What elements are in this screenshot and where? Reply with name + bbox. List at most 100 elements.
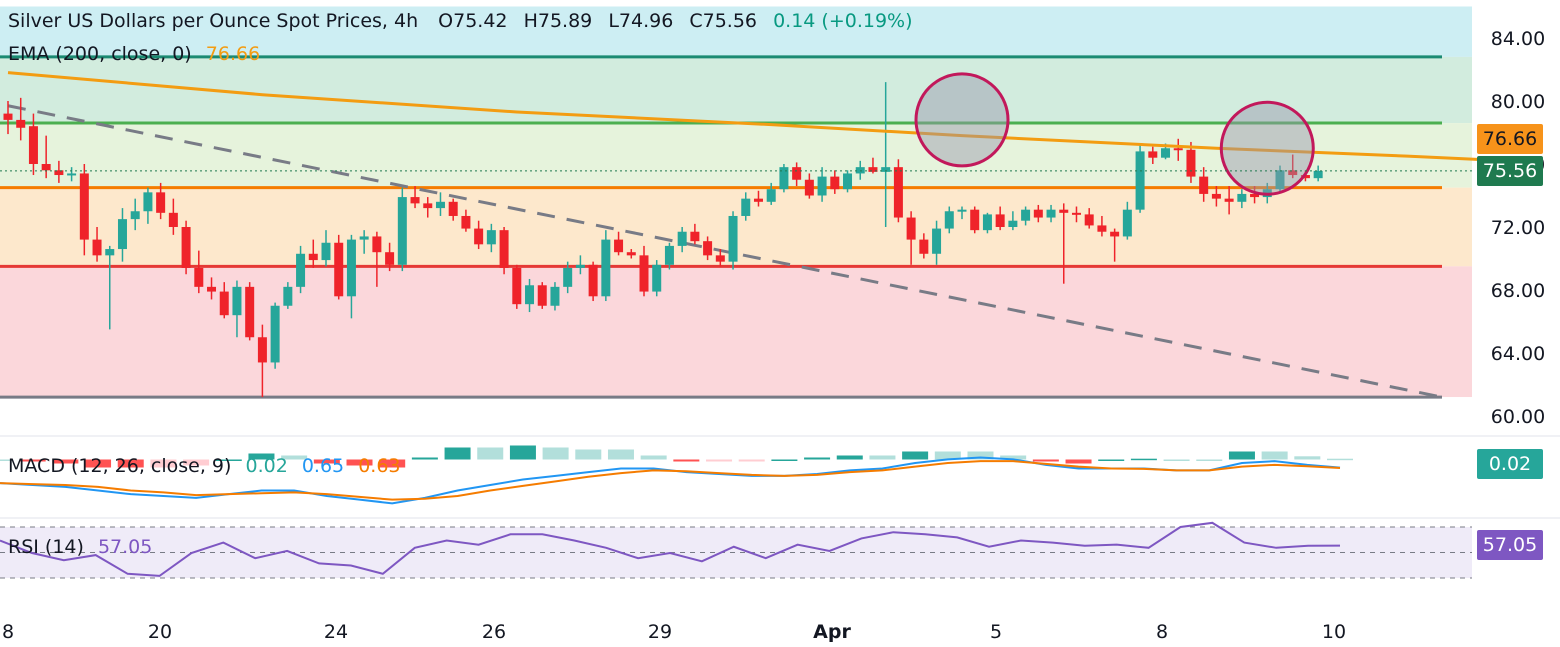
macd-hist-bar-3 [85, 459, 112, 468]
candle-body-68 [868, 167, 878, 172]
time-axis[interactable]: 8 20 24 26 29 Apr 5 8 10 [2, 621, 1346, 643]
y-tick-label-3: 72.00 [1491, 217, 1545, 239]
candle-body-79 [1008, 220, 1018, 227]
candle-body-23 [296, 253, 306, 287]
trendline-dashed [7, 104, 1443, 399]
x-tick-label-7: 8 [1156, 621, 1168, 643]
candle-body-98 [1250, 193, 1260, 198]
low-value: L74.96 [608, 10, 674, 32]
x-tick-label-6: 5 [990, 621, 1002, 643]
macd-hist-bar-20 [640, 455, 667, 460]
macd-hist-bar-9 [281, 455, 308, 460]
macd-hist-bar-13 [411, 457, 438, 460]
candle-body-0 [3, 113, 13, 120]
x-tick-label-8: 10 [1322, 621, 1346, 643]
candle-body-88 [1122, 209, 1132, 237]
macd-hist-bar-19 [607, 449, 634, 460]
candle-body-37 [474, 228, 484, 245]
macd-hist-bar-27 [869, 455, 896, 460]
candle-body-56 [715, 255, 725, 262]
candle-body-35 [448, 201, 458, 216]
macd-legend[interactable]: MACD (12, 26, close, 9) 0.02 0.65 0.63 [8, 455, 401, 477]
candle-body-7 [92, 239, 102, 256]
candle-body-77 [982, 214, 992, 231]
candle-body-100 [1275, 170, 1285, 190]
macd-hist-bar-31 [1000, 455, 1027, 460]
candle-body-90 [1148, 151, 1158, 158]
open-value: O75.42 [438, 10, 508, 32]
candle-body-20 [257, 337, 267, 363]
macd-hist-bar-4 [117, 459, 144, 468]
candle-body-29 [372, 236, 382, 253]
macd-legend-label: MACD (12, 26, close, 9) [8, 455, 232, 477]
macd-line-value: 0.65 [301, 455, 345, 477]
candle-body-63 [804, 179, 814, 196]
macd-hist-bar-34 [1098, 459, 1125, 461]
candle-body-32 [410, 197, 420, 204]
symbol-title: Silver US Dollars per Ounce Spot Prices,… [8, 10, 419, 32]
candle-body-22 [283, 286, 293, 306]
candle-body-65 [830, 176, 840, 190]
macd-hist-bar-39 [1261, 451, 1288, 460]
candle-body-41 [525, 285, 535, 305]
candle-body-85 [1084, 214, 1094, 226]
candle-body-75 [957, 209, 967, 212]
candle-body-10 [130, 211, 140, 220]
candle-body-2 [28, 126, 38, 164]
macd-hist-bar-22 [706, 459, 733, 462]
macd-hist-bar-14 [444, 447, 471, 460]
macd-hist-bar-21 [673, 459, 700, 462]
candle-body-50 [639, 255, 649, 292]
candle-body-59 [753, 198, 763, 202]
candle-body-15 [194, 267, 204, 287]
candle-body-27 [346, 239, 356, 297]
candle-body-49 [626, 252, 636, 256]
candle-body-94 [1199, 176, 1209, 194]
candle-body-62 [792, 167, 802, 180]
candle-body-42 [537, 285, 547, 306]
macd-hist-bar-41 [1327, 458, 1353, 461]
candle-body-11 [143, 192, 153, 212]
rsi-line [0, 521, 1341, 577]
candle-body-1 [16, 119, 26, 128]
ema-legend[interactable]: EMA (200, close, 0) 76.66 [8, 43, 260, 65]
candle-body-3 [41, 164, 51, 171]
macd-hist-bar-24 [771, 459, 798, 461]
candle-body-34 [435, 201, 445, 209]
symbol-header: Silver US Dollars per Ounce Spot Prices,… [8, 10, 913, 32]
rsi-pane [0, 517, 1560, 579]
candle-body-24 [308, 253, 318, 261]
x-tick-label-3: 26 [482, 621, 506, 643]
candle-body-74 [944, 211, 954, 229]
candle-body-96 [1224, 198, 1234, 202]
macd-pane [0, 435, 1560, 505]
x-tick-label-0: 8 [2, 621, 14, 643]
candle-body-40 [512, 267, 522, 305]
macd-hist-bar-11 [346, 459, 373, 466]
candle-body-51 [652, 264, 662, 292]
candle-body-46 [588, 264, 598, 297]
candle-body-17 [219, 291, 229, 316]
y-tick-label-0: 84.00 [1491, 28, 1545, 50]
candle-body-58 [741, 198, 751, 216]
candle-body-78 [995, 214, 1005, 227]
macd-hist-bar-23 [738, 459, 765, 462]
macd-hist-bar-17 [542, 447, 569, 460]
macd-hist-bar-40 [1294, 456, 1321, 460]
highlight-circle-0 [914, 72, 1010, 168]
y-tick-label-5: 64.00 [1491, 343, 1545, 365]
candle-body-76 [970, 209, 980, 231]
ema-legend-label: EMA (200, close, 0) [8, 43, 192, 65]
candle-body-80 [1021, 209, 1031, 221]
y-tick-label-6: 60.00 [1491, 406, 1545, 428]
candle-body-5 [67, 173, 77, 176]
candle-body-67 [855, 167, 865, 174]
rsi-legend[interactable]: RSI (14) 57.05 [8, 536, 152, 558]
candle-body-6 [79, 173, 89, 240]
macd-signal-line [0, 460, 1341, 501]
candle-body-45 [575, 264, 585, 268]
macd-hist-bar-32 [1032, 459, 1059, 462]
candle-body-81 [1033, 209, 1043, 218]
